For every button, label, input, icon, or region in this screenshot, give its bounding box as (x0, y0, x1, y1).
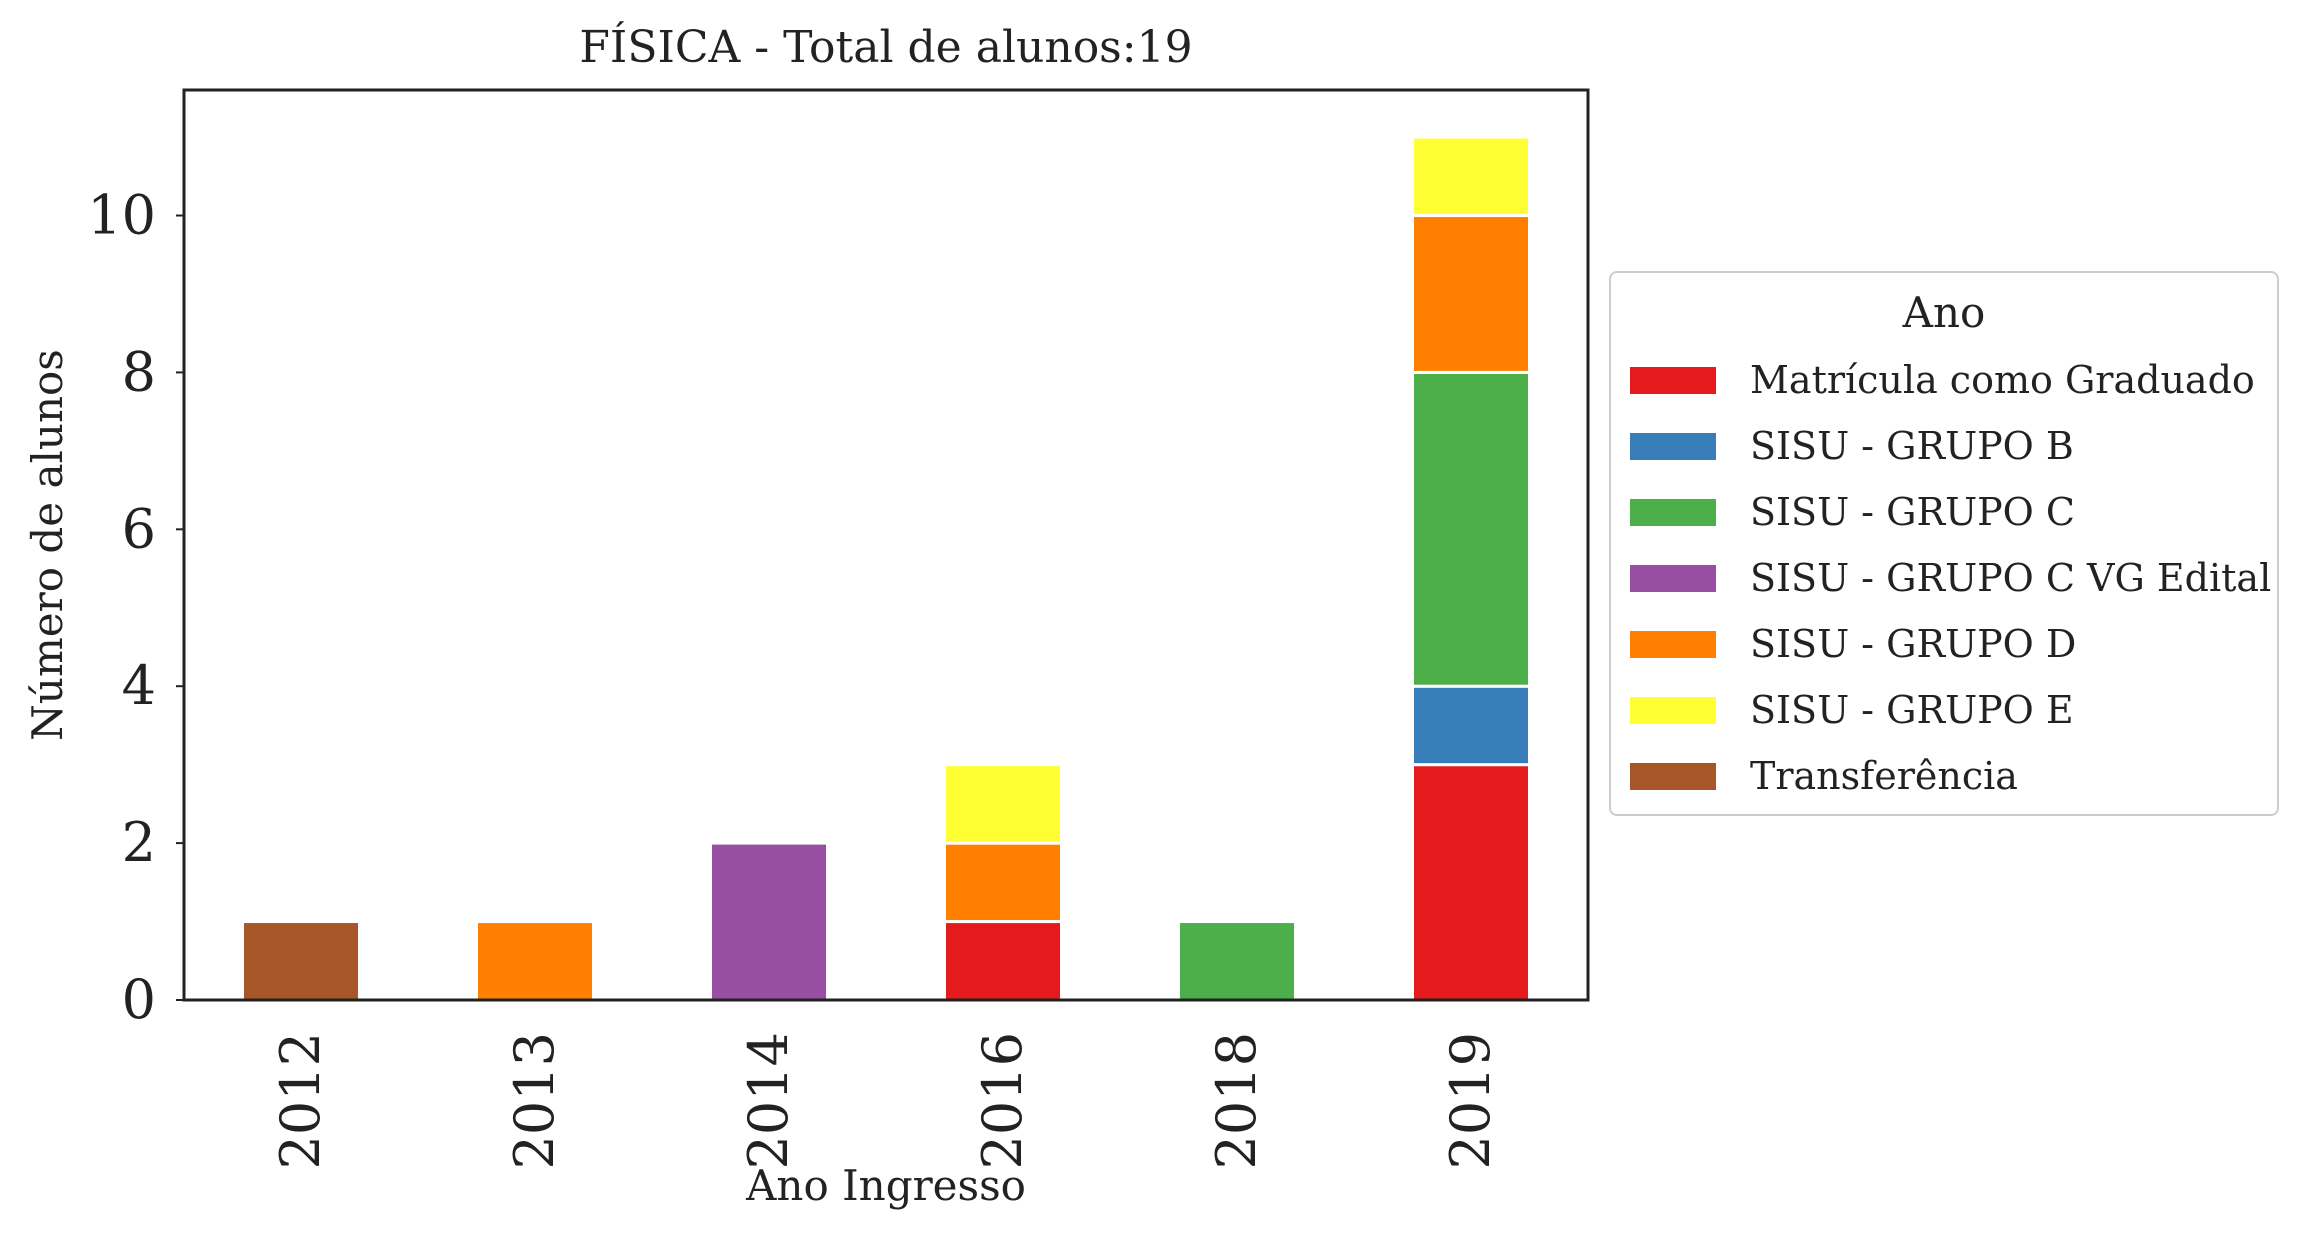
legend-title: Ano (1902, 288, 1986, 337)
y-tick-label: 2 (122, 811, 156, 874)
legend-items: Matrícula como Graduado SISU - GRUPO B SIS… (1630, 358, 2271, 798)
legend-swatch (1630, 367, 1716, 394)
x-tick-label: 2013 (503, 1032, 566, 1169)
legend: Ano Matrícula como Graduado SISU - GRUPO … (1609, 271, 2279, 816)
bar-segment-2018-series-2 (1177, 920, 1297, 1002)
y-tick-label: 6 (122, 497, 156, 560)
legend-swatch (1630, 565, 1716, 592)
legend-label: SISU - GRUPO E (1750, 688, 2074, 732)
bar-segment-2016-series-4 (943, 841, 1063, 924)
bar-segment-2014-series-3 (709, 841, 829, 1002)
y-axis-ticks: 0 2 4 6 8 10 (87, 184, 184, 1031)
legend-swatch (1630, 763, 1716, 790)
y-tick-label: 0 (122, 968, 156, 1031)
x-axis-label: Ano Ingresso (745, 1161, 1026, 1210)
bar-segment-2012-series-6 (241, 920, 361, 1002)
y-axis-label: Número de alunos (23, 349, 72, 741)
bar-segment-2019-series-0 (1411, 763, 1531, 1002)
legend-label: SISU - GRUPO B (1750, 424, 2074, 468)
legend-label: Transferência (1750, 754, 2018, 798)
legend-swatch (1630, 631, 1716, 658)
x-tick-label: 2019 (1439, 1032, 1502, 1169)
x-axis-ticks: 2012 2013 2014 2016 2018 2019 (269, 1032, 1502, 1169)
bar-segment-2016-series-5 (943, 763, 1063, 845)
bar-segment-2019-series-5 (1411, 135, 1531, 218)
bar-segment-2013-series-4 (475, 920, 595, 1002)
y-tick-label: 4 (122, 654, 156, 717)
bar-segment-2016-series-0 (943, 920, 1063, 1002)
legend-swatch (1630, 697, 1716, 724)
legend-swatch (1630, 499, 1716, 526)
legend-box (1609, 271, 2279, 816)
x-tick-label: 2012 (269, 1032, 332, 1169)
legend-label: Matrícula como Graduado (1750, 358, 2255, 402)
x-tick-label: 2018 (1205, 1032, 1268, 1169)
x-tick-label: 2014 (737, 1032, 800, 1169)
x-tick-label: 2016 (971, 1032, 1034, 1169)
bar-segment-2019-series-1 (1411, 684, 1531, 767)
legend-label: SISU - GRUPO C VG Edital (1750, 556, 2271, 600)
legend-swatch (1630, 433, 1716, 460)
bar-segment-2019-series-4 (1411, 214, 1531, 374)
y-tick-label: 10 (87, 184, 156, 247)
legend-label: SISU - GRUPO C (1750, 490, 2075, 534)
legend-label: SISU - GRUPO D (1750, 622, 2076, 666)
bar-segment-2019-series-2 (1411, 370, 1531, 688)
plot-frame (182, 88, 1590, 1002)
y-tick-label: 8 (122, 340, 156, 403)
bars-layer (241, 135, 1531, 1002)
chart-title: FÍSICA - Total de alunos:19 (579, 20, 1192, 73)
